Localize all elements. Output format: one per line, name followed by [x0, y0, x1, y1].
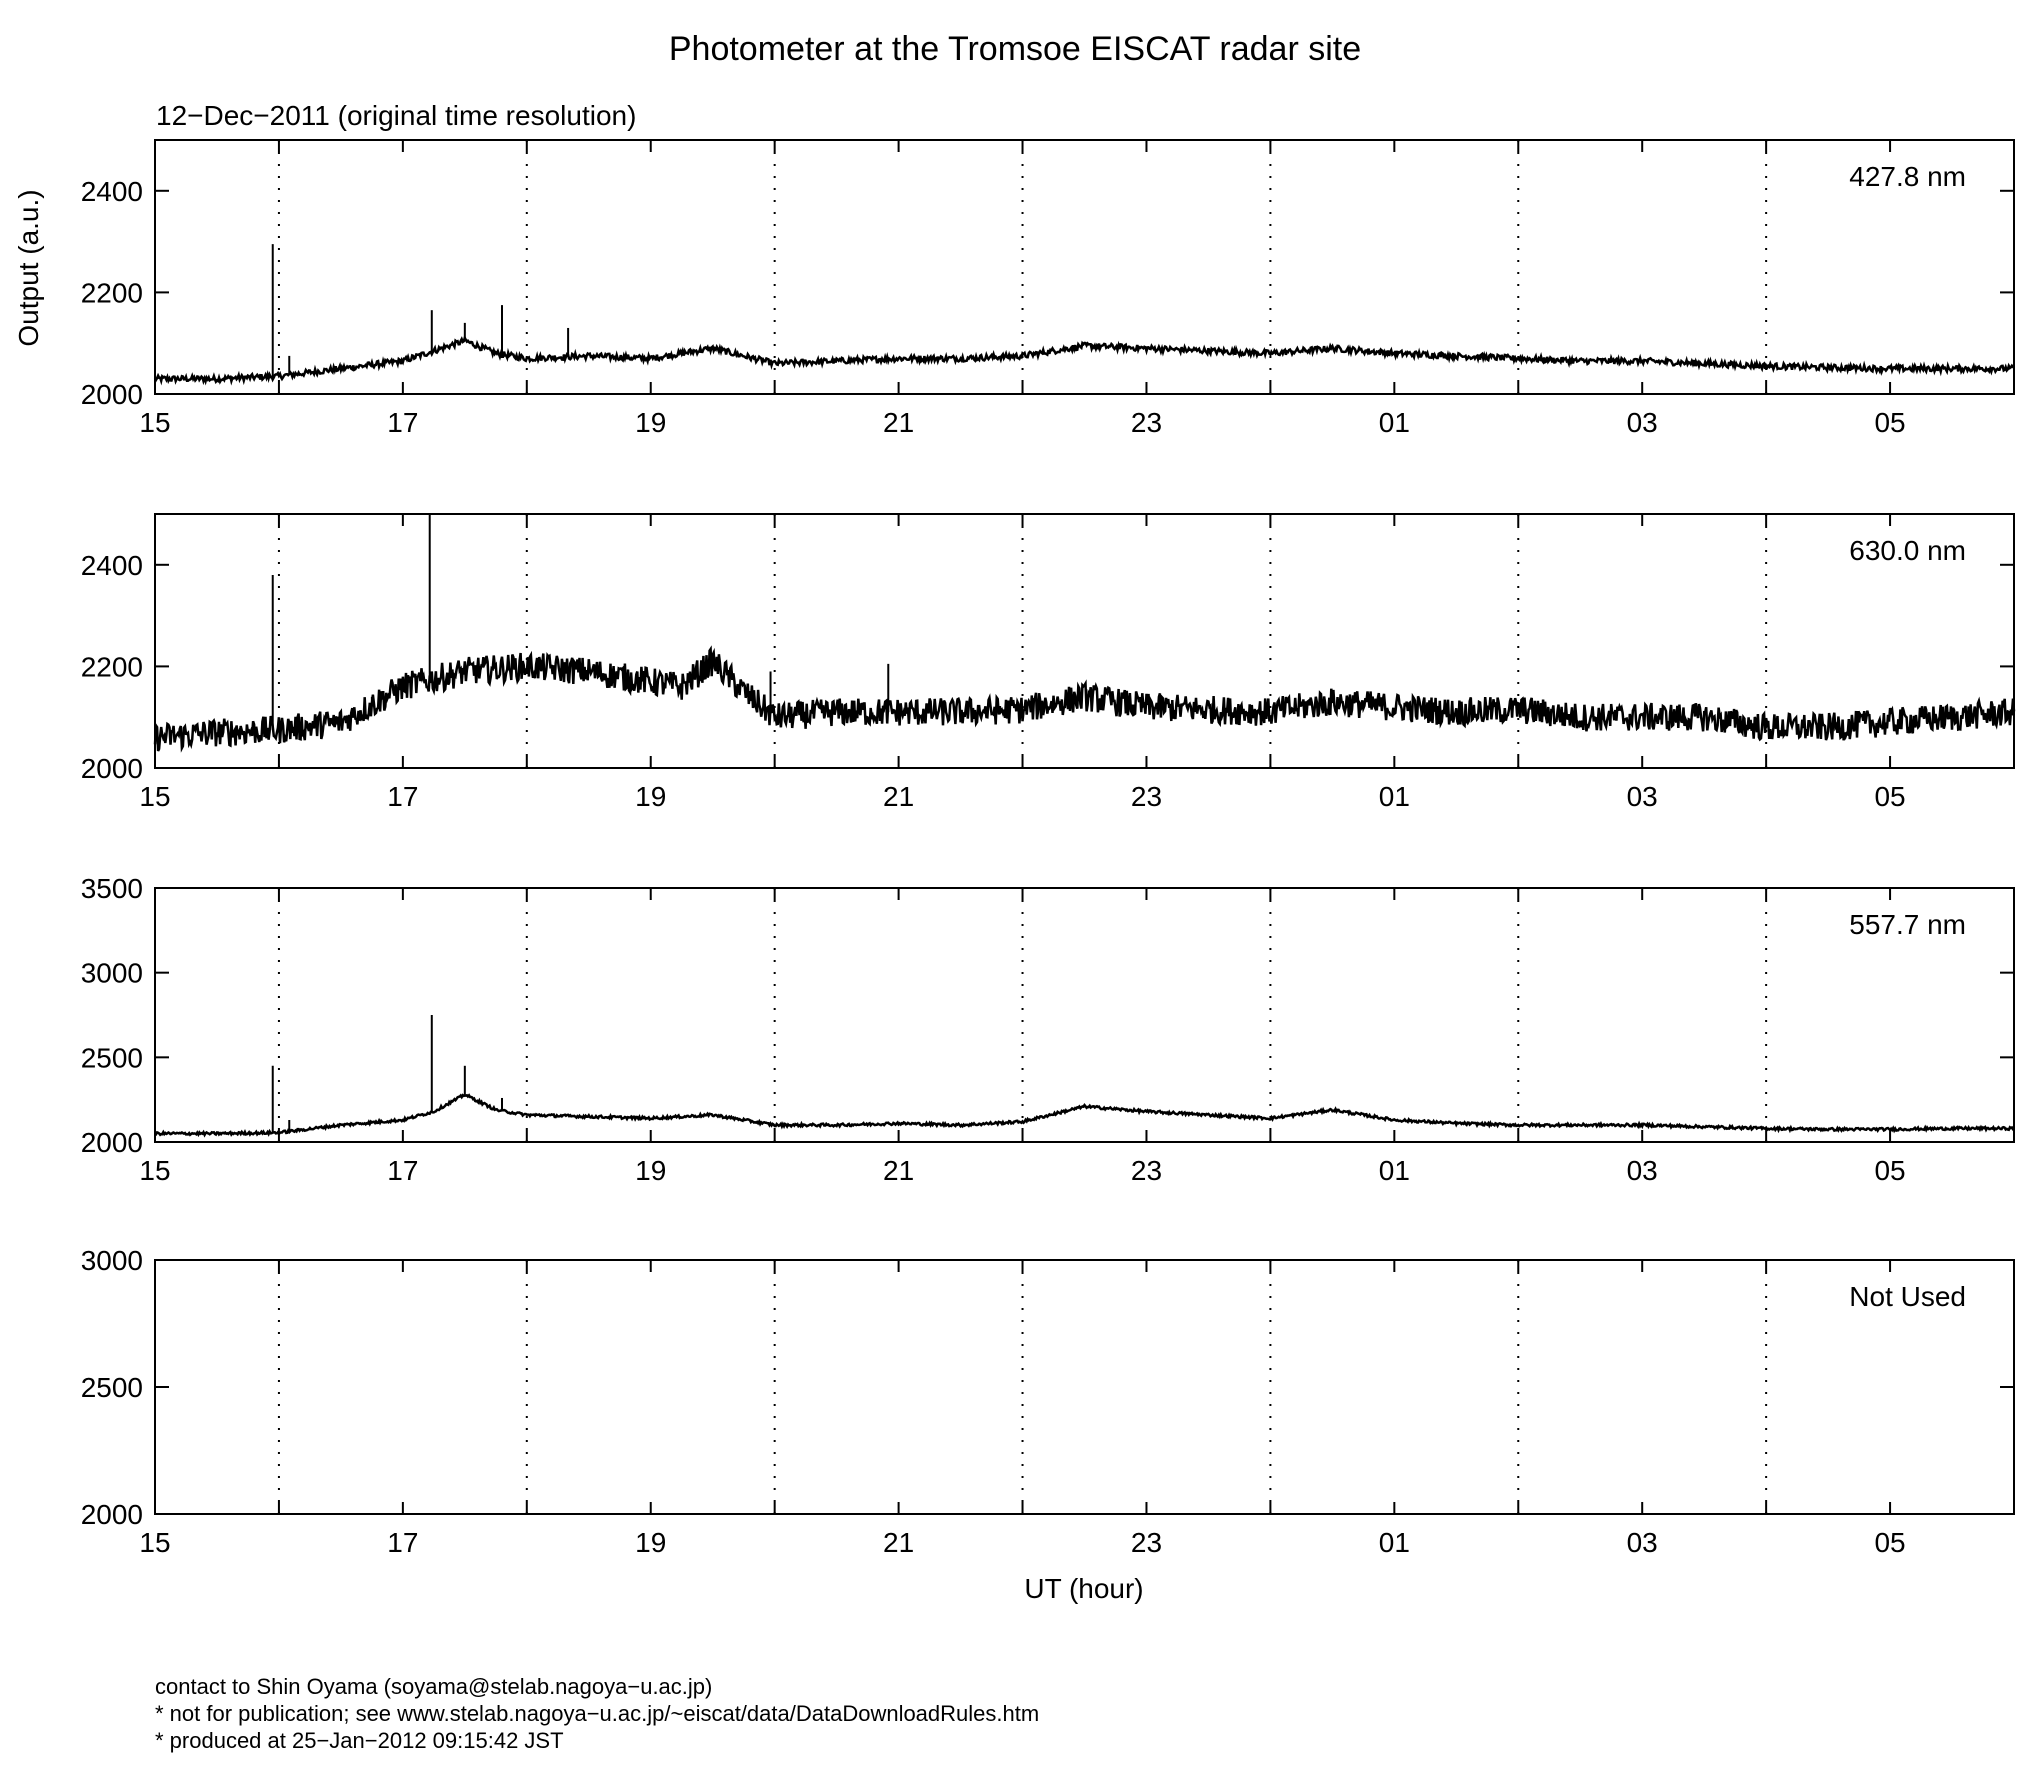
y-axis-label: Output (a.u.): [13, 189, 44, 346]
x-tick-label: 05: [1874, 1155, 1905, 1186]
x-tick-label: 03: [1627, 1155, 1658, 1186]
y-tick-label: 3000: [81, 958, 143, 989]
x-tick-label: 21: [883, 407, 914, 438]
panel-frame: [154, 887, 2015, 1143]
x-tick-label: 03: [1627, 781, 1658, 812]
x-tick-label: 05: [1874, 781, 1905, 812]
x-tick-label: 23: [1131, 407, 1162, 438]
x-tick-label: 21: [883, 1527, 914, 1558]
panel-label: 427.8 nm: [1849, 161, 1966, 192]
panels: 15 17 19 21 23 01 03 05 2000 2200 2400 427.8 nm 15 17…: [81, 139, 2016, 1558]
panel-557-7nm: 15 17 19 21 23 01 03 05 2000 2500 3000 3500 557.7 nm: [81, 873, 2015, 1186]
x-tick-label: 21: [883, 1155, 914, 1186]
x-tick-label: 23: [1131, 1527, 1162, 1558]
x-tick-label: 15: [139, 1155, 170, 1186]
panel-427-8nm: 15 17 19 21 23 01 03 05 2000 2200 2400 427.8 nm: [81, 139, 2015, 438]
x-tick-label: 15: [139, 407, 170, 438]
x-tick-label: 05: [1874, 407, 1905, 438]
x-axis-label: UT (hour): [1024, 1573, 1143, 1604]
series-line: [153, 645, 2016, 753]
x-tick-label: 19: [635, 407, 666, 438]
panel-label: Not Used: [1849, 1281, 1966, 1312]
y-tick-label: 2400: [81, 550, 143, 581]
series-line: [154, 1093, 2015, 1138]
panel-frame: [154, 139, 2015, 395]
series-line: [153, 334, 2015, 386]
y-tick-label: 2500: [81, 1372, 143, 1403]
x-tick-label: 19: [635, 1155, 666, 1186]
footer: contact to Shin Oyama (soyama@stelab.nag…: [155, 1673, 1039, 1754]
chart-subtitle: 12−Dec−2011 (original time resolution): [156, 100, 636, 131]
panel-frame: [154, 513, 2015, 769]
x-tick-label: 15: [139, 1527, 170, 1558]
y-tick-label: 3500: [81, 873, 143, 904]
panel-label: 630.0 nm: [1849, 535, 1966, 566]
x-tick-label: 23: [1131, 1155, 1162, 1186]
x-tick-label: 17: [387, 781, 418, 812]
x-tick-label: 05: [1874, 1527, 1905, 1558]
panel-frame: [154, 1259, 2015, 1515]
y-tick-label: 2000: [81, 753, 143, 784]
x-tick-label: 15: [139, 781, 170, 812]
x-tick-label: 21: [883, 781, 914, 812]
x-tick-label: 19: [635, 781, 666, 812]
x-tick-label: 23: [1131, 781, 1162, 812]
footer-produced-at: * produced at 25−Jan−2012 09:15:42 JST: [155, 1728, 564, 1753]
footer-contact: contact to Shin Oyama (soyama@stelab.nag…: [155, 1674, 713, 1699]
panel-label: 557.7 nm: [1849, 909, 1966, 940]
x-tick-label: 01: [1379, 407, 1410, 438]
x-tick-label: 01: [1379, 1155, 1410, 1186]
x-tick-label: 03: [1627, 1527, 1658, 1558]
y-tick-label: 2200: [81, 651, 143, 682]
footer-publication-note: * not for publication; see www.stelab.na…: [155, 1701, 1040, 1726]
y-tick-label: 2000: [81, 1499, 143, 1530]
chart-title: Photometer at the Tromsoe EISCAT radar s…: [669, 30, 1361, 68]
x-tick-label: 19: [635, 1527, 666, 1558]
x-tick-label: 17: [387, 407, 418, 438]
y-tick-label: 2000: [81, 1127, 143, 1158]
x-tick-label: 03: [1627, 407, 1658, 438]
x-tick-label: 17: [387, 1527, 418, 1558]
y-tick-label: 2000: [81, 379, 143, 410]
x-tick-label: 01: [1379, 781, 1410, 812]
y-tick-label: 2400: [81, 176, 143, 207]
y-tick-label: 2200: [81, 277, 143, 308]
panel-not-used: 15 17 19 21 23 01 03 05 2000 2500 3000 Not Used: [81, 1245, 2015, 1558]
x-tick-label: 17: [387, 1155, 418, 1186]
y-tick-label: 3000: [81, 1245, 143, 1276]
panel-630-0nm: 15 17 19 21 23 01 03 05 2000 2200 2400 630.0 nm: [81, 513, 2016, 812]
x-tick-label: 01: [1379, 1527, 1410, 1558]
y-tick-label: 2500: [81, 1042, 143, 1073]
